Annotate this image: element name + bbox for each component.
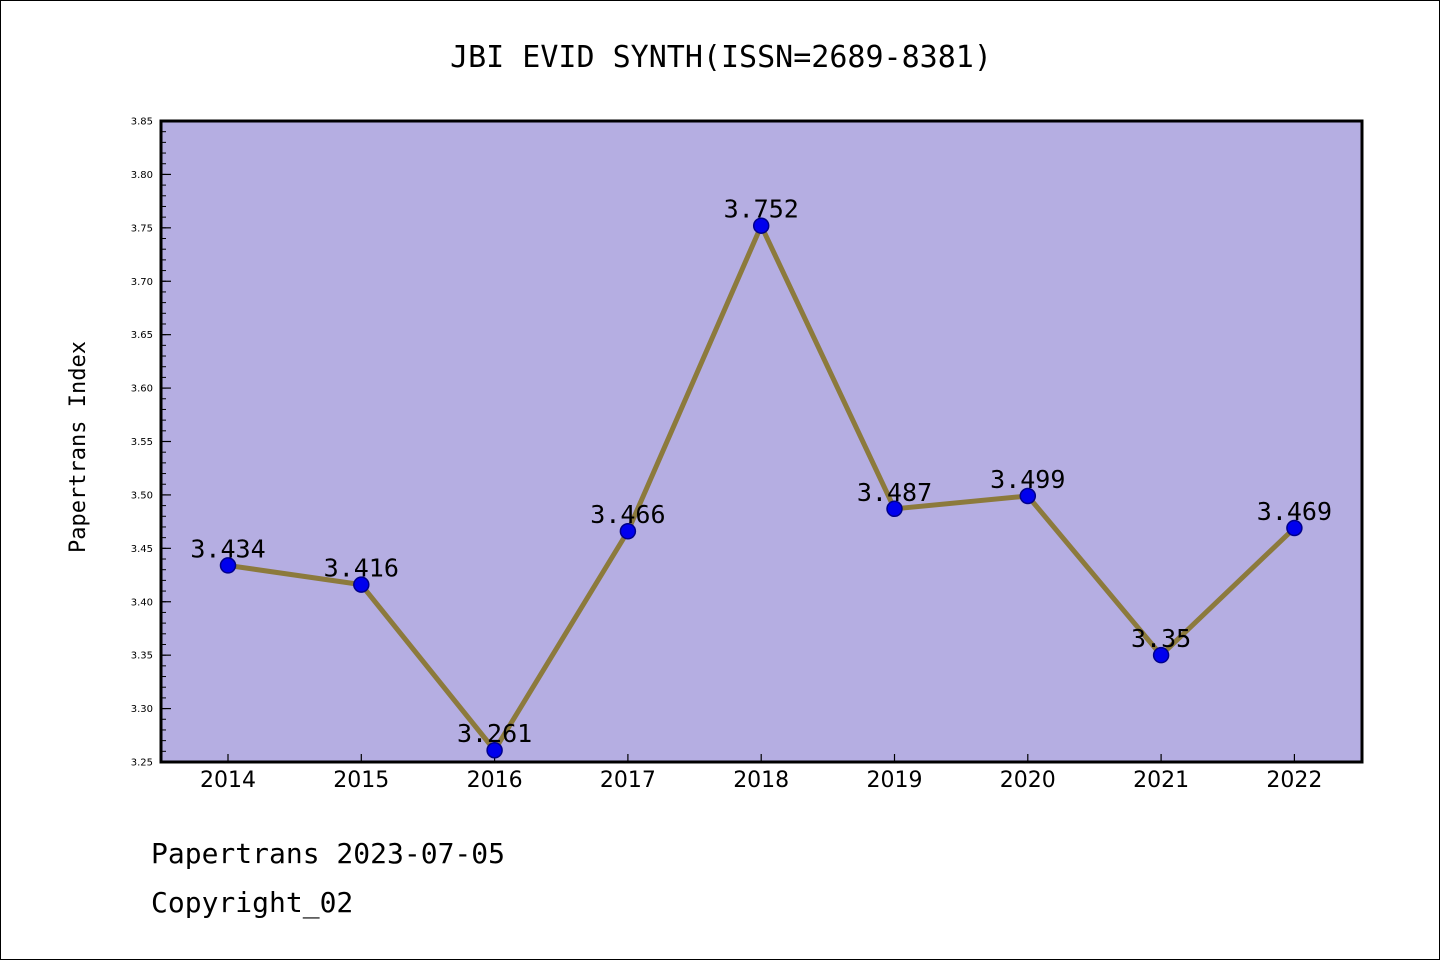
y-tick-label: 3.25 — [131, 758, 153, 769]
x-tick-labels: 2014 2015 2016 2017 2018 2019 2020 2021 2022 — [200, 768, 1322, 793]
y-tick-label: 3.85 — [131, 117, 153, 128]
footer-date-line: Papertrans 2023-07-05 — [151, 837, 506, 870]
data-markers — [219, 217, 1303, 759]
data-point — [1152, 646, 1170, 664]
x-tick-label: 2022 — [1266, 768, 1322, 793]
data-point — [619, 522, 637, 540]
y-tick-label: 3.65 — [131, 330, 153, 341]
y-axis-title: Papertrans Index — [66, 341, 91, 553]
chart-title: JBI EVID SYNTH(ISSN=2689-8381) — [450, 40, 992, 75]
y-tick-label: 3.60 — [131, 384, 153, 395]
y-tick-label: 3.45 — [131, 544, 153, 555]
x-tick-label: 2019 — [867, 768, 923, 793]
data-point — [886, 500, 903, 518]
data-point — [219, 557, 237, 574]
data-point — [353, 576, 370, 593]
data-point — [752, 217, 770, 234]
y-tick-label: 3.80 — [131, 170, 153, 181]
x-tick-label: 2017 — [600, 768, 656, 793]
x-tick-label: 2021 — [1133, 768, 1189, 793]
y-tick-label: 3.35 — [131, 651, 153, 662]
x-tick-label: 2016 — [467, 768, 523, 793]
x-tick-label: 2015 — [333, 768, 389, 793]
plot-frame — [159, 119, 1364, 764]
x-tick-label: 2018 — [733, 768, 789, 793]
data-point — [486, 741, 503, 759]
y-tick-label: 3.40 — [131, 597, 153, 608]
footer-copyright-line: Copyright_02 — [151, 886, 354, 919]
x-tick-label: 2014 — [200, 768, 256, 793]
data-point — [1019, 487, 1037, 505]
y-tick-label: 3.50 — [131, 490, 153, 501]
y-tick-label: 3.55 — [131, 437, 153, 448]
x-tick-label: 2020 — [1000, 768, 1056, 793]
y-tick-label: 3.70 — [131, 277, 153, 288]
y-tick-label: 3.30 — [131, 704, 153, 715]
data-point — [1286, 519, 1303, 537]
y-tick-labels: 3.25 3.30 3.35 3.40 3.45 3.50 3.55 3.60 3.65 3.70… — [131, 117, 153, 769]
y-tick-label: 3.75 — [131, 223, 153, 234]
